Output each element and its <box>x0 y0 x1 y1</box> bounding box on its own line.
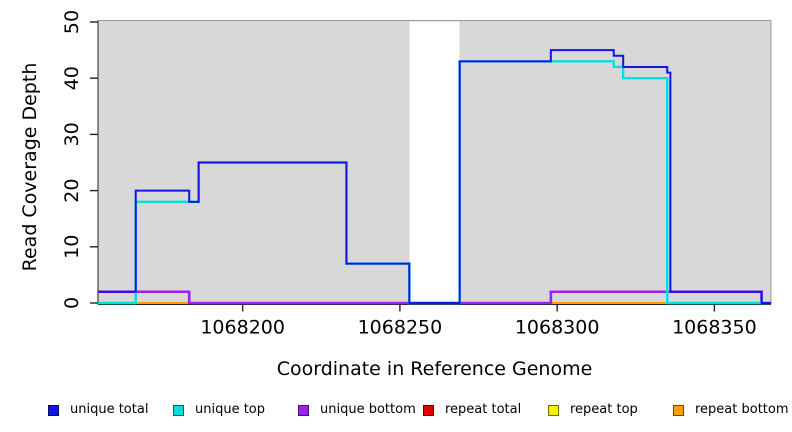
legend-swatch-unique-total <box>48 404 59 416</box>
legend-swatch-repeat-top <box>548 404 559 416</box>
legend-swatch-repeat-total <box>423 404 434 416</box>
legend-swatch-unique-bottom <box>298 404 309 416</box>
legend-swatch-repeat-bottom <box>673 404 684 416</box>
legend-swatch-unique-top <box>173 404 184 416</box>
plot-canvas: 1068200 1068250 1068300 1068350 0 10 20 30 40 50 <box>61 10 772 339</box>
legend-item-unique-total: unique total <box>48 398 173 422</box>
y-tick-label: 20 <box>61 179 83 203</box>
legend-item-unique-top: unique top <box>173 398 298 422</box>
y-tick-label: 0 <box>61 297 83 309</box>
x-tick-label: 1068300 <box>515 317 600 339</box>
legend-item-unique-bottom: unique bottom <box>298 398 423 422</box>
no-data-region <box>409 21 460 304</box>
legend-item-repeat-top: repeat top <box>548 398 673 422</box>
y-tick-label: 50 <box>61 10 83 34</box>
legend: unique total unique top unique bottom re… <box>48 398 792 422</box>
y-tick-label: 10 <box>61 235 83 259</box>
y-tick-label: 30 <box>61 122 83 146</box>
x-tick-label: 1068350 <box>672 317 757 339</box>
legend-label-unique-total: unique total <box>70 402 149 417</box>
legend-item-repeat-bottom: repeat bottom <box>673 398 792 422</box>
legend-label-unique-top: unique top <box>195 402 266 417</box>
x-tick-label: 1068250 <box>358 317 443 339</box>
x-axis-title: Coordinate in Reference Genome <box>276 358 593 380</box>
legend-item-repeat-total: repeat total <box>423 398 548 422</box>
legend-label-repeat-bottom: repeat bottom <box>695 402 789 417</box>
x-tick-label: 1068200 <box>200 317 285 339</box>
legend-label-repeat-total: repeat total <box>445 402 522 417</box>
series-line-unique-total <box>98 49 771 304</box>
y-tick-label: 40 <box>61 66 83 90</box>
legend-label-repeat-top: repeat top <box>570 402 638 417</box>
legend-label-unique-bottom: unique bottom <box>320 402 416 417</box>
